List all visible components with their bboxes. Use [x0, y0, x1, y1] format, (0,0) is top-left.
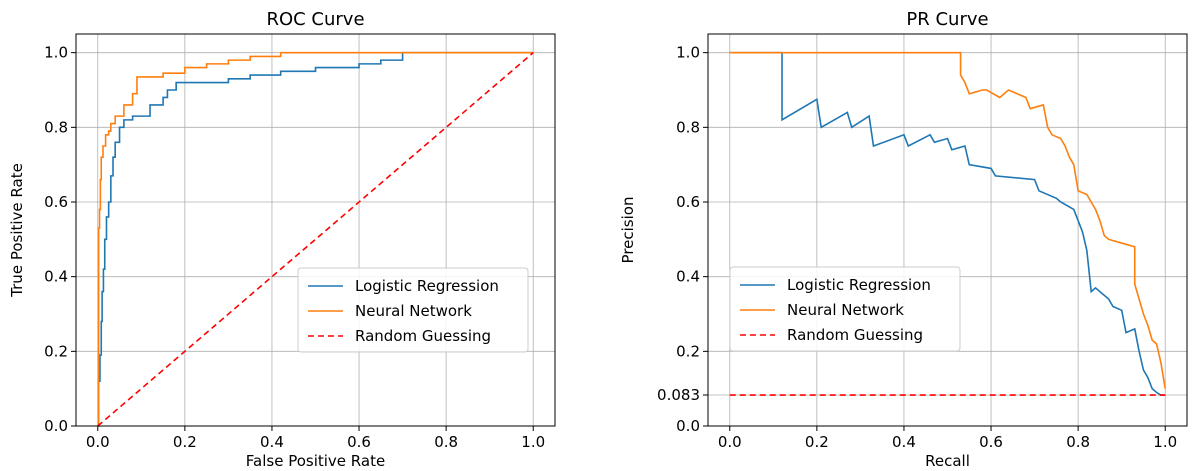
legend-label: Logistic Regression	[355, 277, 499, 295]
y-tick-label: 0.2	[676, 342, 700, 360]
x-tick-label: 0.8	[1066, 433, 1090, 451]
y-axis-label: True Positive Rate	[8, 163, 26, 298]
y-tick-label: 0.0	[676, 417, 700, 435]
chart-title: ROC Curve	[266, 9, 364, 30]
x-axis-label: False Positive Rate	[246, 452, 385, 470]
legend-label: Random Guessing	[787, 326, 923, 344]
y-tick-label: 0.2	[44, 342, 68, 360]
x-tick-label: 0.2	[805, 433, 829, 451]
x-tick-label: 0.0	[718, 433, 742, 451]
y-tick-label: 0.8	[676, 118, 700, 136]
plot-frame	[75, 33, 556, 427]
x-tick-label: 0.6	[979, 433, 1003, 451]
legend: Logistic Regression Neural Network Random …	[729, 266, 961, 352]
chart-1: 0.0 0.2 0.4 0.6 0.8 1.0 0.0 0.083 0.2 0.4 0.6 0.8 1.…	[619, 9, 1188, 470]
series-line-lr	[729, 51, 1166, 396]
chart-0: 0.0 0.2 0.4 0.6 0.8 1.0 0.0 0.2 0.4 0.6 0.8 1.0 ROC …	[8, 9, 556, 470]
plot-frame	[707, 33, 1188, 427]
y-tick-label: 1.0	[676, 44, 700, 62]
chart-title: PR Curve	[906, 9, 988, 30]
x-axis-label: Recall	[925, 452, 970, 470]
x-tick-label: 0.8	[434, 433, 458, 451]
legend-box	[297, 267, 529, 353]
y-tick-label: 1.0	[44, 44, 68, 62]
series-line-lr	[97, 51, 534, 427]
x-tick-label: 0.4	[892, 433, 916, 451]
series-line-random	[97, 52, 534, 427]
y-tick-label: 0.4	[44, 268, 68, 286]
legend-label: Neural Network	[787, 301, 904, 319]
series-line-nn	[729, 51, 1167, 389]
x-tick-label: 1.0	[1153, 433, 1177, 451]
y-tick-label: 0.6	[676, 193, 700, 211]
legend-label: Random Guessing	[355, 327, 491, 345]
y-tick-label: 0.0	[44, 417, 68, 435]
x-tick-label: 0.0	[86, 433, 110, 451]
y-axis-label: Precision	[619, 197, 637, 264]
series-line-nn	[97, 51, 534, 427]
y-tick-label: 0.8	[44, 118, 68, 136]
x-tick-label: 0.2	[173, 433, 197, 451]
y-tick-label: 0.083	[657, 386, 700, 404]
legend-label: Neural Network	[355, 302, 472, 320]
y-tick-label: 0.4	[676, 268, 700, 286]
legend: Logistic Regression Neural Network Random …	[297, 267, 529, 353]
x-tick-label: 0.6	[347, 433, 371, 451]
y-tick-label: 0.6	[44, 193, 68, 211]
legend-label: Logistic Regression	[787, 276, 931, 294]
x-tick-label: 0.4	[260, 433, 284, 451]
x-tick-label: 1.0	[521, 433, 545, 451]
legend-box	[729, 266, 961, 352]
